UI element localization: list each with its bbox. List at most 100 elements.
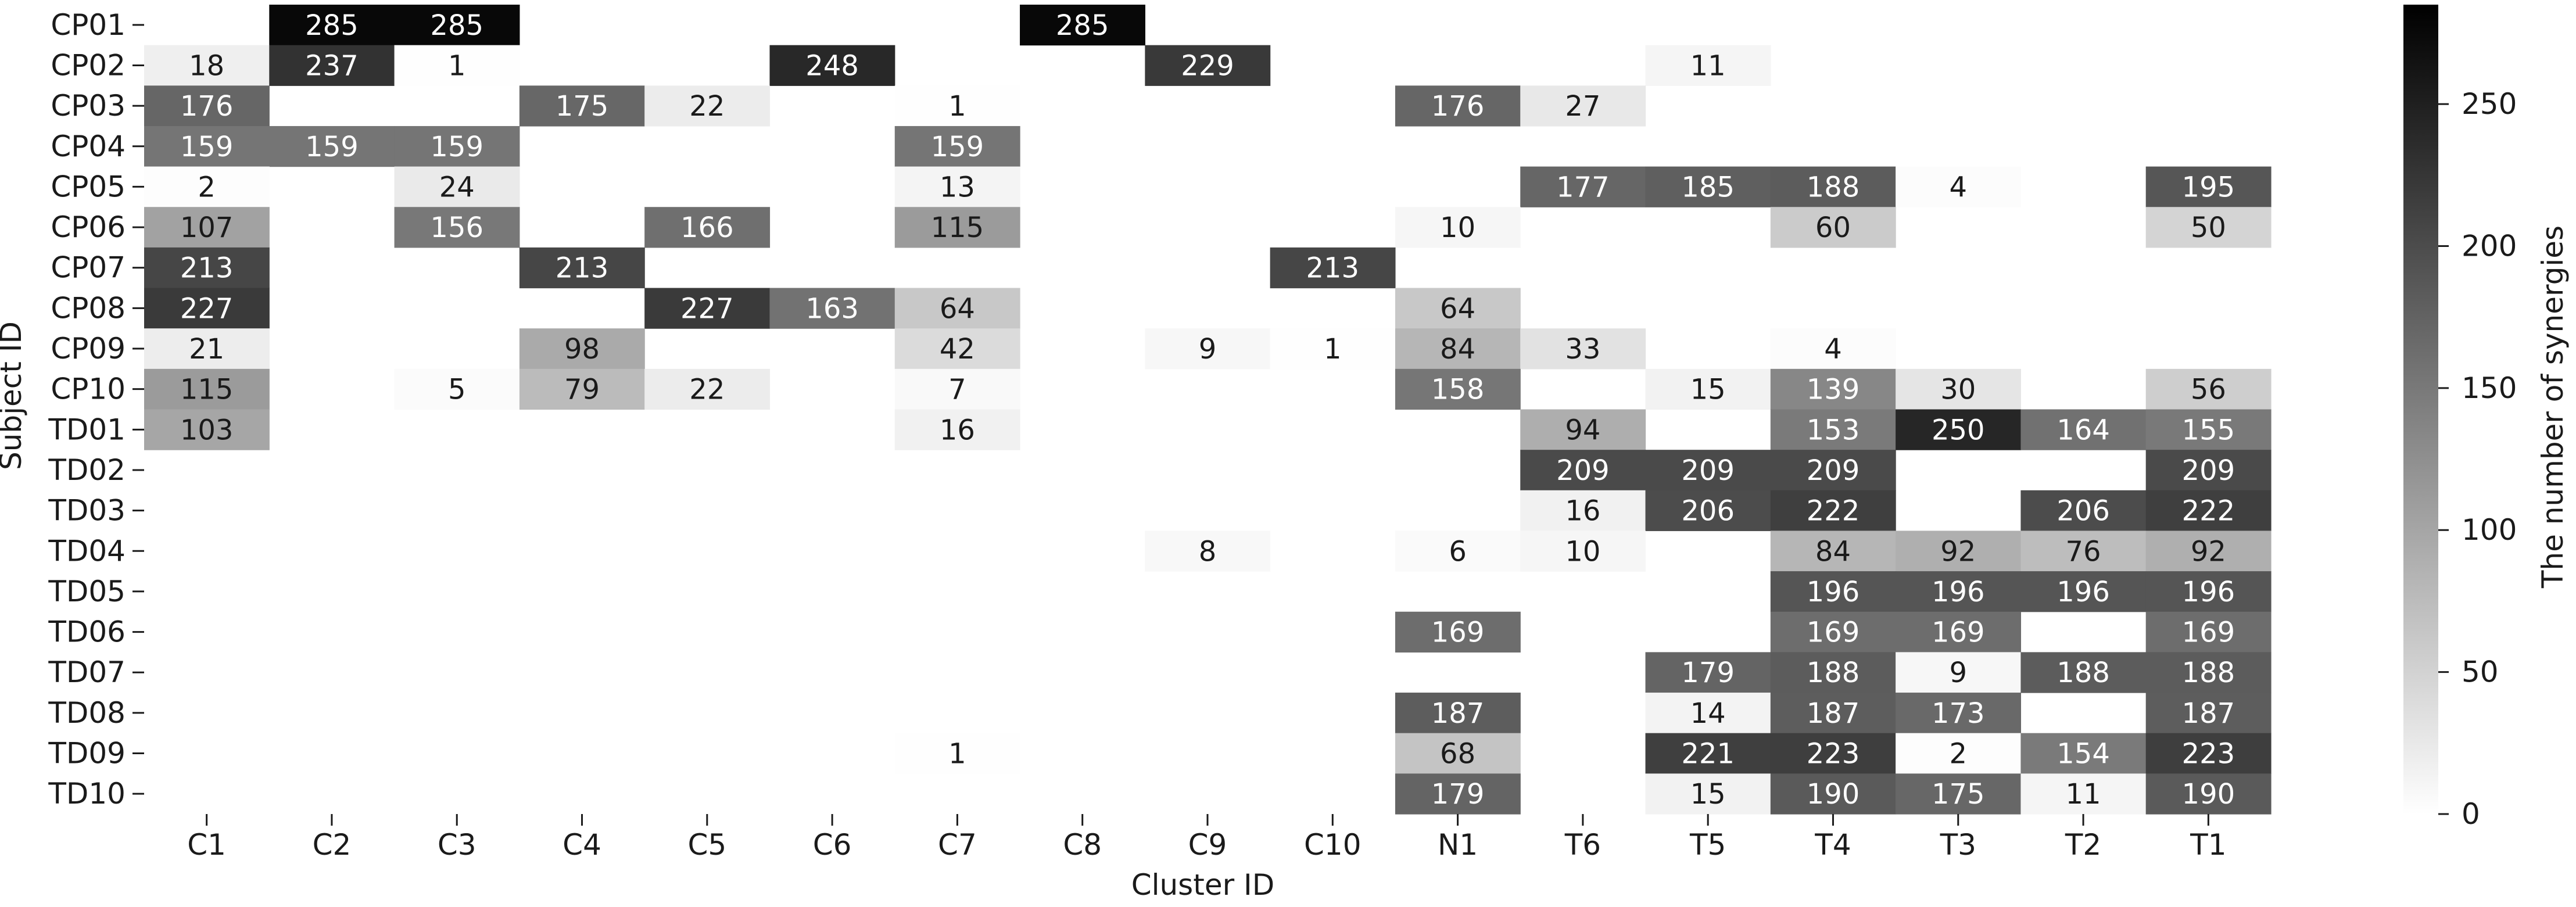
heatmap-cell xyxy=(1395,611,1521,653)
cell-value-label: 4 xyxy=(1824,333,1842,365)
cell-value-label: 285 xyxy=(305,9,359,42)
cell-value-label: 22 xyxy=(689,374,725,406)
cell-value-label: 169 xyxy=(1807,616,1860,649)
heatmap-cell xyxy=(1770,571,1896,612)
x-tick-label: C3 xyxy=(438,828,476,862)
colorbar-ticks: 0 50 100 150 200 250 xyxy=(2438,87,2517,831)
cell-value-label: 115 xyxy=(180,374,234,406)
cell-value-label: 159 xyxy=(430,131,483,163)
x-tick-label: T6 xyxy=(1564,828,1601,862)
heatmap-cell xyxy=(1645,490,1771,532)
heatmap-cell xyxy=(2145,368,2272,410)
heatmap-cell xyxy=(1896,530,2022,572)
y-tick-label: CP09 xyxy=(51,332,126,365)
y-tick-label: CP01 xyxy=(51,8,126,42)
heatmap-cell xyxy=(1520,85,1646,127)
cell-value-label: 190 xyxy=(1807,778,1860,811)
cell-value-label: 179 xyxy=(1431,778,1485,811)
cell-value-label: 185 xyxy=(1681,171,1735,203)
cell-value-label: 64 xyxy=(940,292,975,325)
y-tick-label: TD07 xyxy=(48,655,126,689)
x-tick-label: C9 xyxy=(1188,828,1227,862)
cell-value-label: 196 xyxy=(1807,576,1860,608)
heatmap-cell xyxy=(1645,733,1771,774)
heatmap-cell xyxy=(644,368,771,410)
y-tick-label: CP07 xyxy=(51,251,126,285)
cell-value-label: 11 xyxy=(1690,49,1726,82)
heatmap-cell xyxy=(144,85,270,127)
cell-value-label: 164 xyxy=(2056,414,2110,446)
heatmap-cell xyxy=(1770,652,1896,693)
heatmap-cell xyxy=(1896,611,2022,653)
cell-value-label: 64 xyxy=(1440,292,1475,325)
y-tick-label: TD03 xyxy=(48,494,126,528)
heatmap-cell xyxy=(1645,652,1771,693)
cell-value-label: 173 xyxy=(1932,697,1985,730)
heatmap-cell xyxy=(1520,166,1646,207)
heatmap-cell xyxy=(144,288,270,329)
heatmap-cell xyxy=(519,368,645,410)
colorbar-tick-label: 0 xyxy=(2462,797,2480,831)
heatmap-cell xyxy=(2145,571,2272,612)
heatmap-cell xyxy=(519,247,645,289)
heatmap-cell xyxy=(2145,773,2272,815)
heatmap-cell xyxy=(269,5,395,46)
y-tick-label: TD01 xyxy=(48,413,126,446)
heatmap-cell xyxy=(1520,450,1646,491)
heatmap-cell xyxy=(1896,166,2022,207)
cell-value-label: 1 xyxy=(448,49,466,82)
heatmap-cell xyxy=(1520,328,1646,370)
heatmap-cell xyxy=(1395,733,1521,774)
cell-value-label: 188 xyxy=(1807,657,1860,689)
heatmap-cell xyxy=(1896,693,2022,734)
cell-value-label: 169 xyxy=(2182,616,2235,649)
y-tick-label: CP06 xyxy=(51,210,126,244)
y-axis-label: Subject ID xyxy=(0,321,28,470)
heatmap-cell xyxy=(519,85,645,127)
cell-value-label: 14 xyxy=(1690,697,1726,730)
heatmap-cell xyxy=(144,207,270,248)
cell-value-label: 206 xyxy=(1681,495,1735,528)
x-tick-label: C5 xyxy=(687,828,726,862)
cell-value-label: 250 xyxy=(1932,414,1985,446)
heatmap-cell xyxy=(1645,166,1771,207)
cell-value-label: 24 xyxy=(439,171,475,203)
y-tick-label: CP03 xyxy=(51,89,126,123)
heatmap-cell xyxy=(1395,328,1521,370)
heatmap-cell xyxy=(2145,611,2272,653)
cell-value-label: 227 xyxy=(680,292,734,325)
cell-value-label: 159 xyxy=(305,131,359,163)
cell-value-label: 76 xyxy=(2066,535,2101,568)
cell-value-label: 159 xyxy=(180,131,234,163)
heatmap-cell xyxy=(1395,207,1521,248)
cell-value-label: 9 xyxy=(1949,657,1967,689)
cell-value-label: 159 xyxy=(931,131,984,163)
heatmap-cell xyxy=(394,45,520,86)
y-tick-label: CP10 xyxy=(51,372,126,406)
cell-value-label: 222 xyxy=(1807,495,1860,528)
heatmap-cell xyxy=(2145,490,2272,532)
y-tick-label: TD05 xyxy=(48,575,126,608)
cell-value-label: 227 xyxy=(180,292,234,325)
x-axis-label: Cluster ID xyxy=(1131,868,1275,902)
heatmap-cell xyxy=(1896,571,2022,612)
cell-value-label: 50 xyxy=(2191,211,2226,244)
cell-value-label: 30 xyxy=(1940,374,1976,406)
x-tick-label: T1 xyxy=(2190,828,2226,862)
cell-value-label: 188 xyxy=(1807,171,1860,203)
y-tick-label: CP02 xyxy=(51,48,126,82)
heatmap-cell xyxy=(894,207,1020,248)
x-tick-label: T4 xyxy=(1814,828,1851,862)
y-tick-label: TD08 xyxy=(48,696,126,730)
heatmap-cell xyxy=(394,126,520,167)
cell-value-label: 155 xyxy=(2182,414,2235,446)
heatmap-cell xyxy=(1896,368,2022,410)
y-tick-label: TD04 xyxy=(48,534,126,568)
heatmap-cell xyxy=(2145,207,2272,248)
heatmap-cell xyxy=(1645,45,1771,86)
heatmap-cell xyxy=(394,5,520,46)
y-tick-label: CP08 xyxy=(51,291,126,325)
x-tick-label: T5 xyxy=(1689,828,1726,862)
cell-value-label: 15 xyxy=(1690,778,1726,811)
